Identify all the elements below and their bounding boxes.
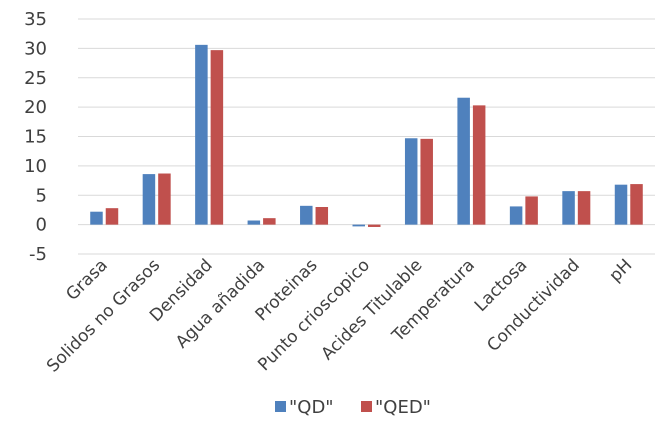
y-axis-tick-labels: -5 0 5 10 15 20 25 30 35 xyxy=(24,9,47,265)
gridlines xyxy=(78,18,655,255)
x-category-label: Grasa xyxy=(62,255,111,304)
bar-series-2-4 xyxy=(315,207,329,225)
bar-series-1-10 xyxy=(614,184,628,225)
y-tick-label: 20 xyxy=(24,97,47,118)
y-tick-label: 5 xyxy=(36,185,47,206)
legend-label: "QED" xyxy=(375,397,431,418)
bar-series-1-7 xyxy=(457,97,470,225)
y-tick-label: 10 xyxy=(24,156,47,177)
y-tick-label: 25 xyxy=(24,68,47,89)
bar-series-1-5 xyxy=(352,224,365,227)
y-tick-label: -5 xyxy=(29,244,47,265)
bar-series-2-0 xyxy=(105,208,119,225)
bar-series-2-5 xyxy=(368,224,381,227)
legend-label: "QD" xyxy=(289,397,334,418)
bar-series-1-8 xyxy=(509,206,523,225)
bar-series-1-0 xyxy=(90,211,103,225)
bar-series-2-3 xyxy=(263,218,276,225)
bar-series-1-1 xyxy=(142,174,156,225)
legend: "QD" "QED" xyxy=(275,397,431,418)
y-tick-label: 0 xyxy=(36,215,47,236)
bar-series-2-8 xyxy=(525,196,538,225)
bar-series-2-2 xyxy=(210,50,224,225)
x-category-label: pH xyxy=(605,255,636,286)
x-category-label: Conductividad xyxy=(483,255,584,356)
y-tick-label: 35 xyxy=(24,9,47,30)
bar-series-1-2 xyxy=(195,44,208,225)
bar-series-2-7 xyxy=(472,105,486,225)
bar-series-2-1 xyxy=(158,173,171,225)
bar-series-1-6 xyxy=(404,138,418,225)
x-category-label: Agua añadida xyxy=(172,255,269,352)
y-tick-label: 30 xyxy=(24,38,47,59)
bar-series-2-9 xyxy=(577,191,591,225)
bar-series-2-10 xyxy=(630,184,643,225)
bars xyxy=(90,44,643,227)
legend-swatch xyxy=(275,401,286,412)
legend-swatch xyxy=(361,401,372,412)
y-tick-label: 15 xyxy=(24,127,47,148)
bar-series-1-4 xyxy=(300,205,313,225)
bar-series-1-3 xyxy=(247,220,261,225)
bar-series-1-9 xyxy=(562,191,575,225)
bar-series-2-6 xyxy=(420,138,433,225)
